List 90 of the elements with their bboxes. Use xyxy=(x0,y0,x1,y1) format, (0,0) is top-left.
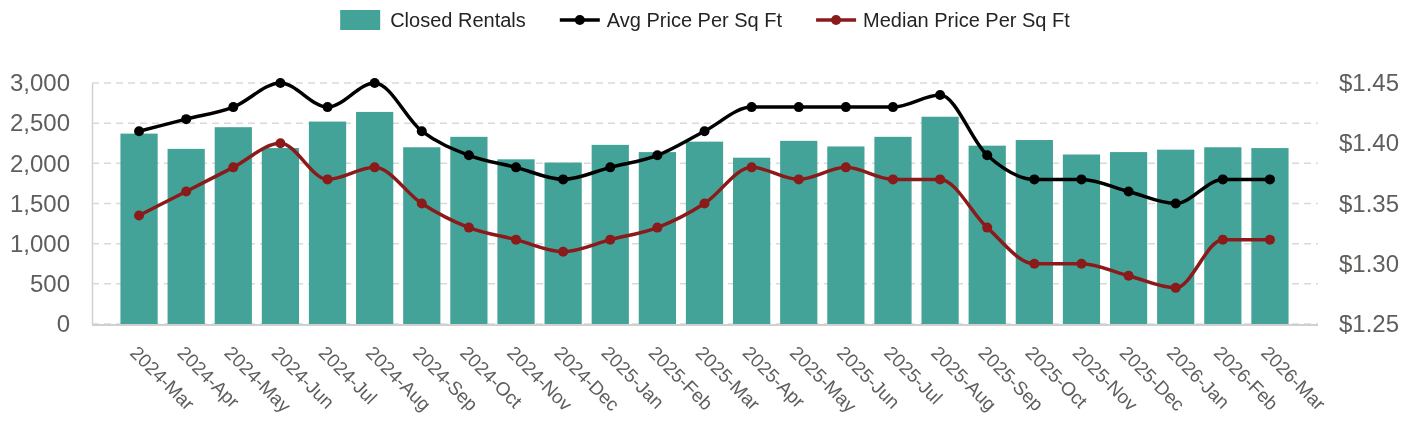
bar xyxy=(356,111,394,324)
bar xyxy=(1204,147,1242,324)
y2-tick-label: $1.30 xyxy=(1339,249,1400,277)
point xyxy=(1076,258,1087,269)
bar xyxy=(1251,148,1289,324)
point xyxy=(1170,282,1181,293)
point xyxy=(699,198,710,209)
point xyxy=(322,102,333,113)
point xyxy=(181,114,192,125)
bar xyxy=(638,152,676,324)
point xyxy=(982,150,993,161)
point xyxy=(605,234,616,245)
point xyxy=(840,162,851,173)
legend-label: Avg Price Per Sq Ft xyxy=(606,9,783,31)
legend-label: Closed Rentals xyxy=(390,9,526,31)
point xyxy=(416,198,427,209)
legend-label: Median Price Per Sq Ft xyxy=(863,9,1071,31)
bar xyxy=(120,133,158,324)
point xyxy=(982,222,993,233)
point xyxy=(1123,270,1134,281)
y-tick-label: 0 xyxy=(56,310,70,338)
point xyxy=(840,102,851,113)
y-tick-label: 1,500 xyxy=(9,189,70,217)
point xyxy=(463,222,474,233)
y2-tick-label: $1.45 xyxy=(1339,69,1400,97)
y2-tick-label: $1.35 xyxy=(1339,189,1400,217)
point xyxy=(1264,174,1275,185)
point xyxy=(558,246,569,257)
point xyxy=(746,102,757,113)
point xyxy=(558,174,569,185)
y-tick-label: 2,000 xyxy=(9,149,70,177)
point xyxy=(935,90,946,101)
point xyxy=(511,234,522,245)
bar xyxy=(874,136,912,324)
point xyxy=(134,210,145,221)
point xyxy=(1170,198,1181,209)
point xyxy=(369,162,380,173)
y-tick-label: 1,000 xyxy=(9,229,70,257)
bar xyxy=(685,141,724,324)
point xyxy=(1217,174,1228,185)
point xyxy=(134,126,145,137)
bar xyxy=(167,148,205,324)
y-tick-label: 3,000 xyxy=(9,69,70,97)
point xyxy=(746,162,757,173)
point xyxy=(275,138,286,149)
point xyxy=(935,174,946,185)
bar xyxy=(591,144,629,324)
point xyxy=(1029,258,1040,269)
bar xyxy=(968,145,1006,324)
point xyxy=(652,222,663,233)
point xyxy=(463,150,474,161)
bar xyxy=(1015,140,1053,324)
y-tick-label: 2,500 xyxy=(9,109,70,137)
point xyxy=(228,162,239,173)
y2-tick-label: $1.25 xyxy=(1339,310,1400,338)
bar xyxy=(497,159,535,324)
point xyxy=(1076,174,1087,185)
bar xyxy=(1157,149,1195,324)
point xyxy=(1029,174,1040,185)
point xyxy=(228,102,239,113)
point xyxy=(793,174,804,185)
bar xyxy=(780,140,818,324)
bar xyxy=(921,116,959,324)
point xyxy=(1123,186,1134,197)
bar xyxy=(308,121,347,324)
bar xyxy=(827,146,865,324)
point xyxy=(416,126,427,137)
point xyxy=(322,174,333,185)
point xyxy=(1217,234,1228,245)
point xyxy=(887,174,898,185)
bar xyxy=(450,136,488,324)
bar xyxy=(214,127,252,324)
point xyxy=(699,126,710,137)
point xyxy=(887,102,898,113)
bar xyxy=(544,162,582,324)
bar xyxy=(733,157,771,324)
point xyxy=(275,78,286,88)
y2-tick-label: $1.40 xyxy=(1339,129,1400,157)
point xyxy=(181,186,192,197)
y-tick-label: 500 xyxy=(29,270,70,298)
point xyxy=(605,162,616,173)
bar xyxy=(1062,154,1101,324)
point xyxy=(793,102,804,113)
bar xyxy=(403,147,441,324)
bar xyxy=(261,148,300,324)
point xyxy=(1264,234,1275,245)
point xyxy=(652,150,663,161)
bar xyxy=(1109,152,1148,324)
point xyxy=(511,162,522,173)
point xyxy=(369,78,380,88)
